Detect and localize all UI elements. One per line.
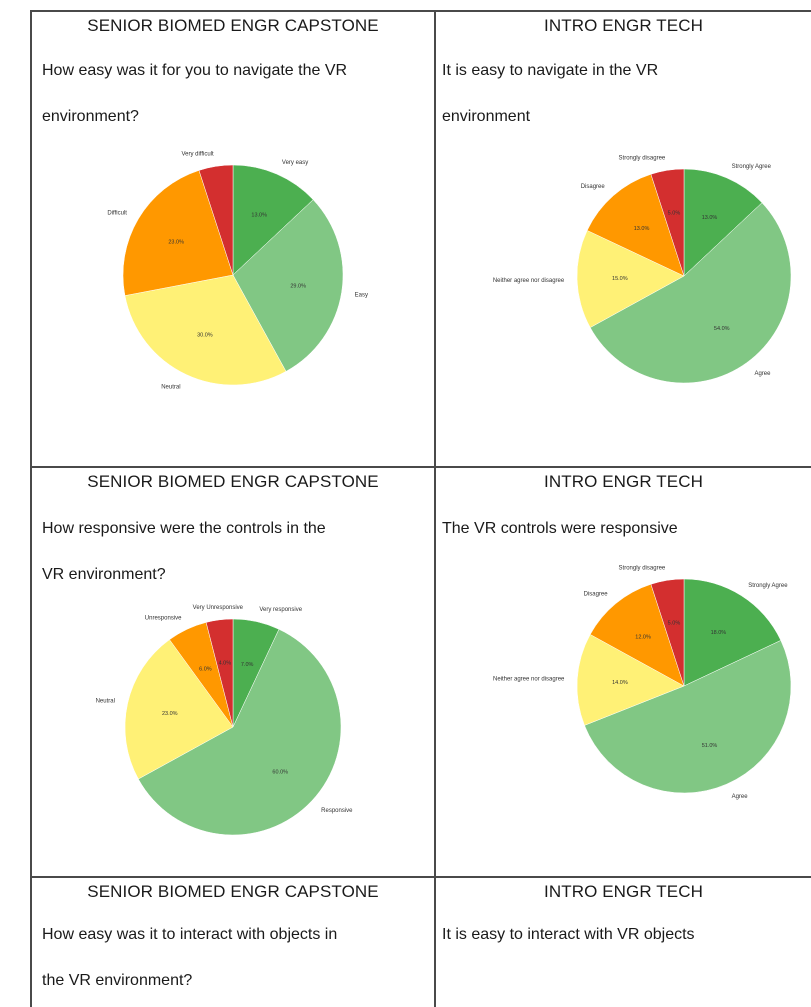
slice-category-label: Strongly Agree	[732, 164, 772, 170]
question-line: VR environment?	[42, 566, 166, 583]
course-title: INTRO ENGR TECH	[544, 16, 703, 35]
slice-category-label: Unresponsive	[145, 616, 182, 622]
slice-percent-label: 51.0%	[702, 743, 718, 749]
pie-slice	[586, 173, 685, 277]
slice-category-label: Neither agree nor disagree	[493, 278, 565, 284]
slice-percent-label: 5.0%	[668, 211, 681, 217]
question-line: environment?	[42, 108, 139, 125]
pie-chart-navigate-capstone: 13.0% Very easy 29.0% Easy 30.0% Neutral 23.0%…	[107, 151, 368, 390]
pie-slice	[122, 170, 234, 296]
slice-percent-label: 23.0%	[162, 711, 178, 717]
pie-slice	[232, 199, 344, 372]
pie-slice	[683, 168, 763, 277]
pie-slice	[205, 618, 234, 728]
pie-chart-controls-intro: 18.0% Strongly Agree 51.0% Agree 14.0% Neithe…	[493, 566, 792, 800]
slice-percent-label: 4.0%	[219, 661, 232, 667]
course-title: INTRO ENGR TECH	[544, 472, 703, 491]
slice-category-label: Easy	[355, 292, 368, 298]
slice-category-label: Neutral	[161, 384, 180, 390]
course-title: INTRO ENGR TECH	[544, 882, 703, 901]
slice-category-label: Strongly disagree	[619, 156, 666, 162]
table-cell: SENIOR BIOMED ENGR CAPSTONE How responsi…	[32, 466, 434, 876]
slice-percent-label: 30.0%	[197, 333, 213, 339]
slice-percent-label: 15.0%	[612, 276, 628, 282]
pie-slice	[683, 578, 782, 687]
slice-category-label: Agree	[732, 794, 749, 800]
pie-slice	[589, 202, 792, 384]
slice-percent-label: 60.0%	[272, 769, 288, 775]
slice-category-label: Very Unresponsive	[193, 605, 244, 611]
pie-chart-navigate-intro: 13.0% Strongly Agree 54.0% Agree 15.0% Neithe…	[493, 156, 792, 384]
question-line: the VR environment?	[42, 972, 193, 989]
slice-category-label: Responsive	[321, 808, 353, 814]
question-line: environment	[442, 108, 531, 125]
slice-category-label: Neither agree nor disagree	[493, 676, 565, 682]
question-line: How easy was it to interact with objects…	[42, 926, 338, 943]
slice-percent-label: 6.0%	[199, 666, 212, 672]
pie-slice	[650, 168, 685, 277]
pie-slice	[576, 230, 685, 328]
row-divider	[30, 876, 811, 878]
slice-percent-label: 18.0%	[711, 630, 727, 636]
slice-category-label: Strongly disagree	[619, 566, 666, 572]
question-line: It is easy to interact with VR objects	[442, 926, 695, 943]
slice-category-label: Difficult	[107, 210, 127, 216]
slice-category-label: Very difficult	[181, 151, 214, 157]
slice-category-label: Very responsive	[259, 607, 302, 613]
slice-category-label: Neutral	[96, 699, 115, 705]
course-title: SENIOR BIOMED ENGR CAPSTONE	[87, 882, 379, 901]
slice-category-label: Disagree	[581, 184, 606, 190]
pie-slice	[138, 628, 342, 836]
column-divider	[434, 10, 436, 1007]
pie-chart-controls-capstone: 7.0% Very responsive 60.0% Responsive 23.0% N…	[96, 605, 353, 836]
pie-slice	[576, 634, 685, 726]
pie-slice	[584, 640, 792, 794]
pie-slice	[232, 164, 314, 276]
table-cell: INTRO ENGR TECH It is easy to interact w…	[436, 876, 811, 1007]
question-line: How responsive were the controls in the	[42, 520, 326, 537]
slice-category-label: Strongly Agree	[748, 583, 788, 589]
table-cell: SENIOR BIOMED ENGR CAPSTONE How easy was…	[32, 876, 434, 1007]
slice-percent-label: 13.0%	[251, 212, 267, 218]
pie-slice	[198, 164, 234, 276]
slice-percent-label: 13.0%	[702, 215, 718, 221]
table-cell: SENIOR BIOMED ENGR CAPSTONE How easy was…	[32, 10, 434, 466]
question-line: It is easy to navigate in the VR	[442, 62, 659, 79]
slice-category-label: Very easy	[282, 160, 308, 166]
slice-percent-label: 13.0%	[634, 226, 650, 232]
slice-percent-label: 12.0%	[635, 635, 651, 641]
slice-category-label: Disagree	[584, 592, 609, 598]
slice-percent-label: 23.0%	[168, 239, 184, 245]
pie-slice	[650, 578, 685, 687]
row-divider	[30, 466, 811, 468]
slice-percent-label: 7.0%	[241, 662, 254, 668]
slice-percent-label: 54.0%	[714, 326, 730, 332]
pie-slice	[124, 639, 234, 780]
pie-slice	[589, 583, 685, 687]
slice-percent-label: 29.0%	[290, 283, 306, 289]
survey-table	[30, 10, 811, 1007]
slice-percent-label: 14.0%	[612, 680, 628, 686]
course-title: SENIOR BIOMED ENGR CAPSTONE	[87, 472, 379, 491]
table-cell: INTRO ENGR TECH It is easy to navigate i…	[436, 10, 811, 466]
slice-percent-label: 5.0%	[668, 621, 681, 627]
pie-slice	[124, 274, 287, 386]
slice-category-label: Agree	[754, 371, 771, 377]
table-cell: INTRO ENGR TECH The VR controls were res…	[436, 466, 811, 876]
question-line: The VR controls were responsive	[442, 520, 678, 537]
question-line: How easy was it for you to navigate the …	[42, 62, 348, 79]
course-title: SENIOR BIOMED ENGR CAPSTONE	[87, 16, 379, 35]
